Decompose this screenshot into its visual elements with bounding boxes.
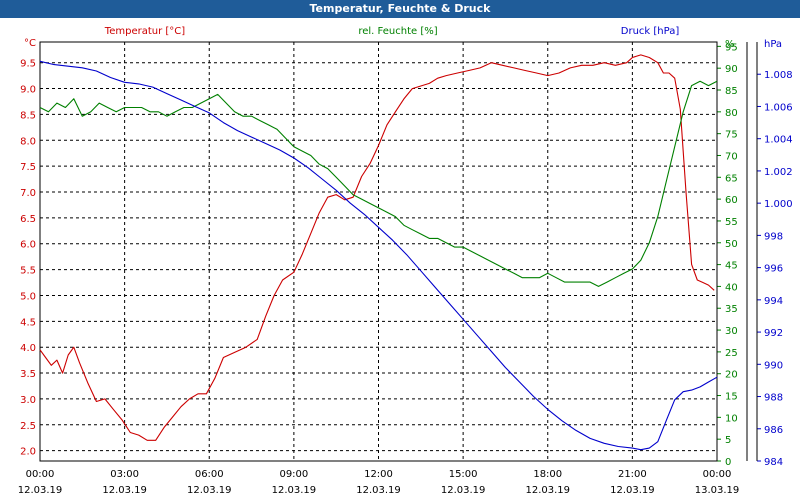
temperature-tick-label: 9.5 [20, 59, 36, 70]
x-tick-time: 15:00 [449, 469, 478, 480]
humidity-tick-label: 65 [725, 173, 738, 184]
grid [40, 42, 717, 461]
pressure-tick-label: 1.006 [764, 102, 793, 113]
humidity-tick-label: 20 [725, 370, 738, 381]
humidity-tick-label: 45 [725, 261, 738, 272]
temperature-tick-label: 8.5 [20, 110, 36, 121]
pressure-tick-label: 1.004 [764, 135, 793, 146]
humidity-tick-label: 10 [725, 413, 738, 424]
x-tick-date: 12.03.19 [525, 485, 570, 496]
temperature-unit: °C [24, 38, 36, 49]
temperature-tick-label: 2.0 [20, 447, 36, 458]
temperature-tick-label: 6.0 [20, 240, 36, 251]
x-tick-time: 06:00 [195, 469, 224, 480]
x-tick-date: 12.03.19 [102, 485, 147, 496]
humidity-tick-label: 85 [725, 86, 738, 97]
pressure-tick-label: 990 [764, 360, 783, 371]
pressure-tick-label: 1.002 [764, 167, 793, 178]
x-tick-time: 18:00 [533, 469, 562, 480]
temperature-tick-label: 7.5 [20, 162, 36, 173]
x-tick-time: 12:00 [364, 469, 393, 480]
plot-frame [39, 41, 761, 462]
humidity-tick-label: 30 [725, 326, 738, 337]
x-tick-time: 00:00 [26, 469, 55, 480]
humidity-unit: % [725, 39, 735, 50]
plot-border [39, 41, 718, 462]
pressure-tick-label: 1.008 [764, 70, 793, 81]
pressure-tick-label: 1.000 [764, 199, 793, 210]
temperature-legend: Temperatur [°C] [104, 26, 185, 37]
humidity-tick-label: 0 [725, 457, 731, 468]
humidity-tick-label: 90 [725, 64, 738, 75]
pressure-tick-label: 986 [764, 425, 783, 436]
x-tick-time: 03:00 [110, 469, 139, 480]
pressure-legend: Druck [hPa] [621, 26, 680, 37]
x-tick-date: 12.03.19 [272, 485, 317, 496]
humidity-tick-label: 15 [725, 392, 738, 403]
x-tick-date: 13.03.19 [695, 485, 740, 496]
humidity-legend: rel. Feuchte [%] [358, 26, 437, 37]
axis-labels: 00:00 12.03.19 03:00 12.03.19 06:00 12.03.19 0… [18, 26, 793, 496]
temperature-tick-label: 8.0 [20, 136, 36, 147]
temperature-tick-label: 9.0 [20, 85, 36, 96]
humidity-tick-label: 55 [725, 217, 738, 228]
temperature-tick-label: 4.0 [20, 343, 36, 354]
series-lines [39, 54, 718, 451]
temperature-tick-label: 3.5 [20, 369, 36, 380]
temperature-tick-label: 5.5 [20, 266, 36, 277]
pressure-tick-label: 994 [764, 296, 783, 307]
series-line-temperature [39, 54, 715, 441]
pressure-tick-label: 984 [764, 457, 783, 468]
temperature-tick-label: 7.0 [20, 188, 36, 199]
pressure-tick-label: 988 [764, 393, 783, 404]
humidity-tick-label: 70 [725, 151, 738, 162]
temperature-tick-label: 2.5 [20, 421, 36, 432]
humidity-tick-label: 60 [725, 195, 738, 206]
temperature-tick-label: 5.0 [20, 291, 36, 302]
x-tick-date: 12.03.19 [18, 485, 63, 496]
temperature-tick-label: 6.5 [20, 214, 36, 225]
humidity-tick-label: 75 [725, 130, 738, 141]
humidity-tick-label: 5 [725, 435, 731, 446]
chart-title: Temperatur, Feuchte & Druck [0, 0, 800, 18]
humidity-tick-label: 40 [725, 282, 738, 293]
x-tick-date: 12.03.19 [187, 485, 232, 496]
x-tick-date: 12.03.19 [610, 485, 655, 496]
humidity-tick-label: 50 [725, 239, 738, 250]
x-tick-time: 21:00 [618, 469, 647, 480]
pressure-unit: hPa [764, 39, 782, 50]
pressure-tick-label: 998 [764, 231, 783, 242]
humidity-tick-label: 25 [725, 348, 738, 359]
x-tick-time: 09:00 [279, 469, 308, 480]
x-tick-time: 00:00 [703, 469, 732, 480]
humidity-tick-label: 95 [725, 42, 738, 53]
humidity-tick-label: 80 [725, 108, 738, 119]
series-line-pressure [39, 60, 718, 451]
pressure-tick-label: 996 [764, 264, 783, 275]
x-tick-date: 12.03.19 [441, 485, 486, 496]
temperature-tick-label: 4.5 [20, 317, 36, 328]
pressure-tick-label: 992 [764, 328, 783, 339]
temperature-tick-label: 3.0 [20, 395, 36, 406]
humidity-tick-label: 35 [725, 304, 738, 315]
x-tick-date: 12.03.19 [356, 485, 401, 496]
series-line-humidity [39, 80, 718, 287]
